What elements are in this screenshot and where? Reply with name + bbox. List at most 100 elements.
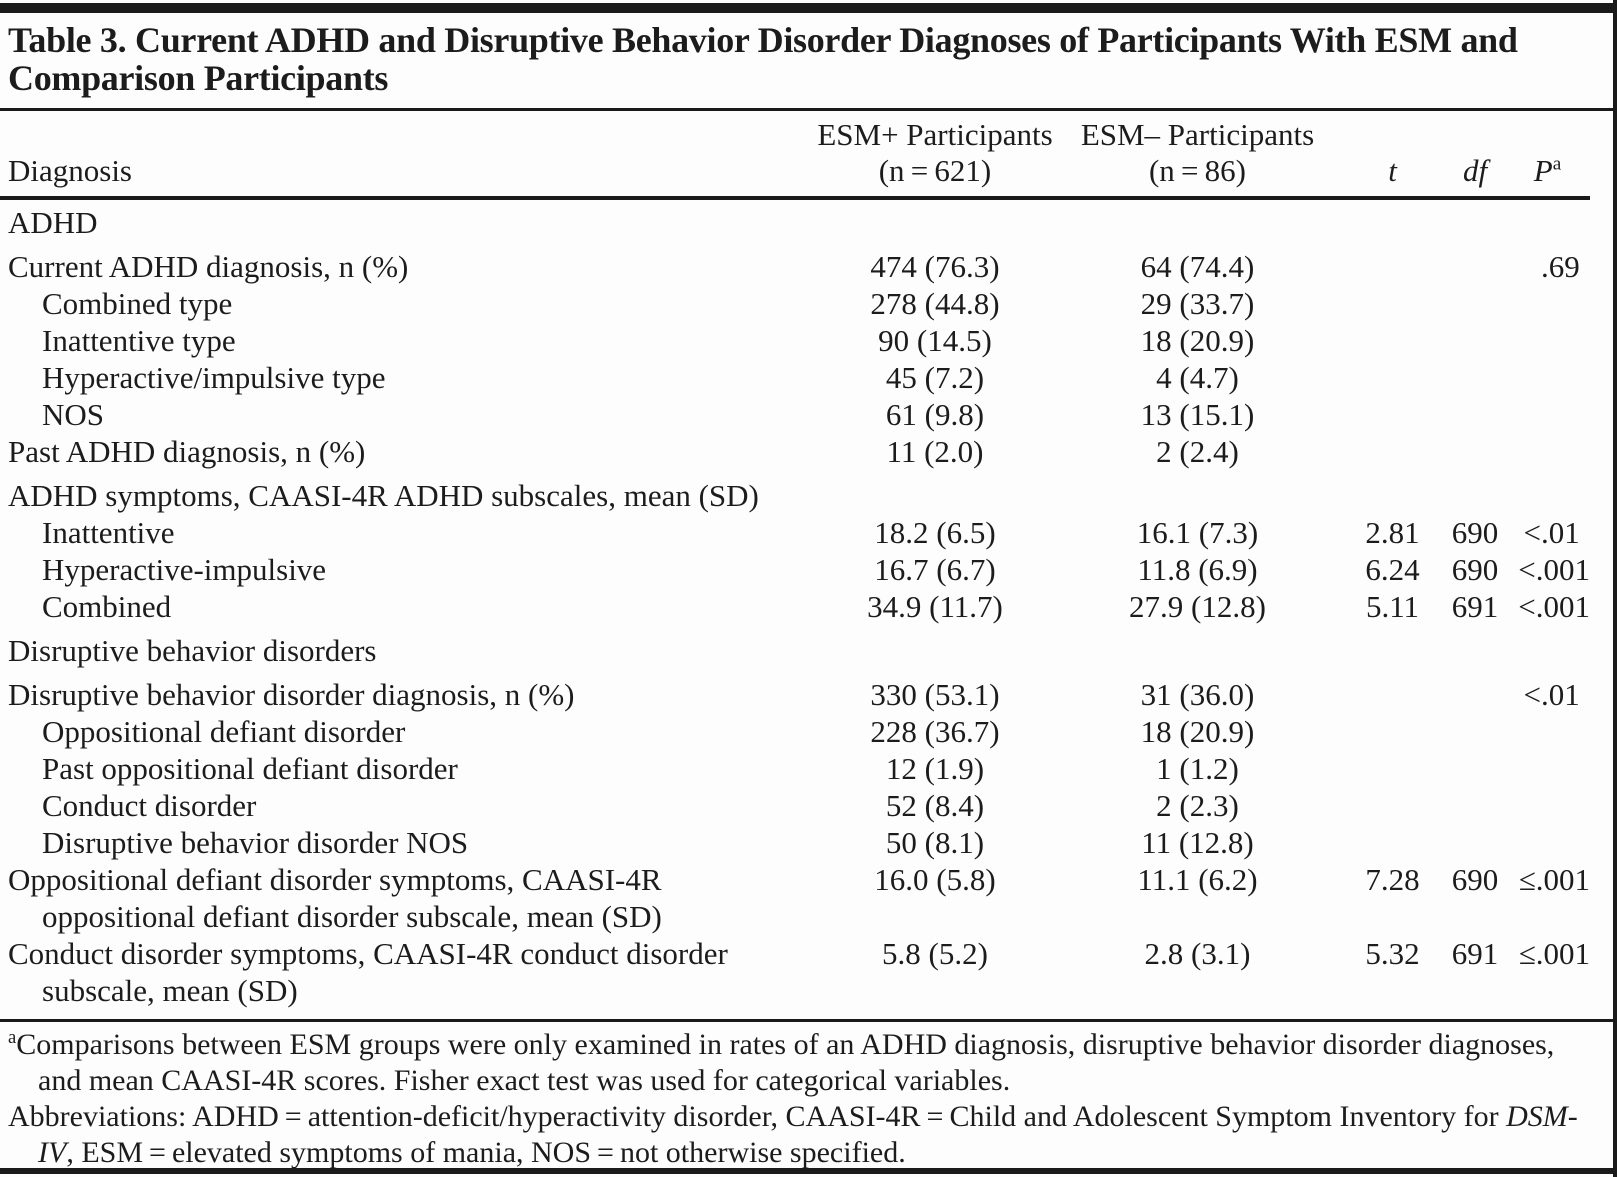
table-row: Oppositional defiant disorder 228 (36.7) 1… (0, 713, 1590, 750)
p-number: .01 (1541, 514, 1580, 550)
value-p (1505, 433, 1590, 470)
value-esm-minus: 31 (36.0) (1140, 676, 1255, 712)
value-df: 690 (1451, 861, 1499, 897)
value-esm-plus: 18.2 (6.5) (874, 514, 996, 550)
table-row: ADHD symptoms, CAASI-4R ADHD subscales, … (0, 470, 1590, 514)
value-esm-minus: 16.1 (7.3) (1136, 514, 1259, 550)
value-t: 7.28 (1365, 861, 1420, 897)
col-header-esm-minus: ESM– Participants (n = 86) (1055, 110, 1340, 200)
col-header-t: t (1340, 110, 1445, 200)
diagnosis-label: Past oppositional defiant disorder (42, 750, 458, 786)
value-t (1340, 669, 1445, 713)
col-header-df: df (1445, 110, 1505, 200)
table-row: Inattentive 18.2 (6.5) 16.1 (7.3) 2.81 690 <.… (0, 514, 1590, 551)
value-df (1445, 713, 1505, 750)
diagnosis-label: Oppositional defiant disorder (42, 713, 406, 749)
value-t: 6.24 (1365, 551, 1420, 587)
value-esm-plus: 16.0 (5.8) (874, 861, 996, 897)
value-esm-plus: 278 (44.8) (870, 285, 1000, 321)
p-prefix: < (1518, 551, 1536, 587)
value-esm-minus: 18 (20.9) (1140, 322, 1255, 358)
value-df (1445, 285, 1505, 322)
table-row: Inattentive type 90 (14.5) 18 (20.9) (0, 322, 1590, 359)
table-row: Past ADHD diagnosis, n (%) 11 (2.0) 2 (2.4… (0, 433, 1590, 470)
diagnosis-label: Combined (42, 588, 172, 624)
value-df (1445, 396, 1505, 433)
p-prefix: < (1518, 588, 1536, 624)
esm-minus-label: ESM– Participants (1080, 116, 1315, 152)
p-number: .69 (1541, 248, 1580, 284)
p-number: .001 (1535, 588, 1590, 624)
diagnosis-label: Combined type (42, 285, 233, 321)
section-row: ADHD (0, 198, 1590, 241)
value-t (1340, 322, 1445, 359)
diagnosis-label: Inattentive (42, 514, 175, 550)
section-label: Disruptive behavior disorders (8, 632, 377, 668)
table-row: Hyperactive/impulsive type 45 (7.2) 4 (4.7… (0, 359, 1590, 396)
value-t: 5.32 (1365, 935, 1420, 971)
esm-plus-label: ESM+ Participants (817, 116, 1053, 152)
value-esm-minus: 11 (12.8) (1141, 824, 1254, 860)
esm-minus-n: (n = 86) (1148, 152, 1247, 188)
bottom-rule (0, 1168, 1613, 1174)
value-df: 690 (1451, 551, 1499, 587)
col-header-esm-plus: ESM+ Participants (n = 621) (815, 110, 1055, 200)
value-esm-plus: 34.9 (11.7) (867, 588, 1003, 624)
value-p (1505, 322, 1590, 359)
table-row: Combined type 278 (44.8) 29 (33.7) (0, 285, 1590, 322)
col-header-diagnosis: Diagnosis (0, 110, 815, 200)
p-footnote-marker: a (1552, 153, 1562, 175)
value-p (1505, 285, 1590, 322)
value-df (1445, 787, 1505, 824)
value-esm-minus: 1 (1.2) (1156, 750, 1239, 786)
table-row: Hyperactive-impulsive 16.7 (6.7) 11.8 (6.9… (0, 551, 1590, 588)
value-t (1340, 713, 1445, 750)
section-label: ADHD (8, 204, 98, 240)
value-p (1505, 470, 1590, 514)
p-number: .001 (1535, 861, 1590, 897)
value-esm-minus: 13 (15.1) (1140, 396, 1255, 432)
value-p (1505, 750, 1590, 787)
value-p (1505, 359, 1590, 396)
value-esm-minus: 18 (20.9) (1140, 713, 1255, 749)
table-row: Past oppositional defiant disorder 12 (1.… (0, 750, 1590, 787)
footnote-abbreviations: Abbreviations: ADHD = attention-deficit/… (8, 1099, 1599, 1171)
value-esm-minus (1055, 470, 1340, 514)
p-number: .01 (1541, 676, 1580, 712)
value-esm-plus: 16.7 (6.7) (874, 551, 996, 587)
value-p (1505, 824, 1590, 861)
value-esm-minus: 11.8 (6.9) (1137, 551, 1258, 587)
value-esm-plus: 330 (53.1) (870, 676, 1000, 712)
value-p: < .001 (1505, 588, 1590, 625)
table-row: Combined 34.9 (11.7) 27.9 (12.8) 5.11 691 < .0… (0, 588, 1590, 625)
table-row: Oppositional defiant disorder symptoms, … (0, 861, 1590, 935)
value-esm-plus: 474 (76.3) (870, 248, 1000, 284)
value-p: .69 (1505, 241, 1590, 285)
value-esm-minus: 2.8 (3.1) (1144, 935, 1251, 971)
value-df (1445, 470, 1505, 514)
table-row: Disruptive behavior disorder NOS 50 (8.1)… (0, 824, 1590, 861)
abbreviations-text-end: , ESM = elevated symptoms of mania, NOS … (66, 1135, 906, 1169)
value-df (1445, 322, 1505, 359)
diagnosis-label: Oppositional defiant disorder symptoms, … (8, 861, 662, 934)
value-df: 691 (1451, 935, 1499, 971)
value-esm-plus: 61 (9.8) (885, 396, 985, 432)
value-t (1340, 787, 1445, 824)
title-divider (0, 107, 1613, 111)
diagnosis-label: Inattentive type (42, 322, 236, 358)
p-prefix: ≤ (1518, 935, 1536, 971)
diagnosis-label: Conduct disorder (42, 787, 257, 823)
esm-plus-n: (n = 621) (878, 152, 992, 188)
table-row: Conduct disorder 52 (8.4) 2 (2.3) (0, 787, 1590, 824)
value-esm-plus: 52 (8.4) (885, 787, 985, 823)
value-t (1340, 433, 1445, 470)
value-t: 5.11 (1365, 588, 1420, 624)
value-esm-plus: 12 (1.9) (885, 750, 985, 786)
value-p: < .01 (1505, 669, 1590, 713)
footnote-a: aComparisons between ESM groups were onl… (8, 1027, 1599, 1099)
p-number: .001 (1535, 935, 1590, 971)
p-number: .001 (1535, 551, 1590, 587)
p-prefix (1505, 248, 1541, 285)
value-esm-minus: 2 (2.3) (1156, 787, 1239, 823)
